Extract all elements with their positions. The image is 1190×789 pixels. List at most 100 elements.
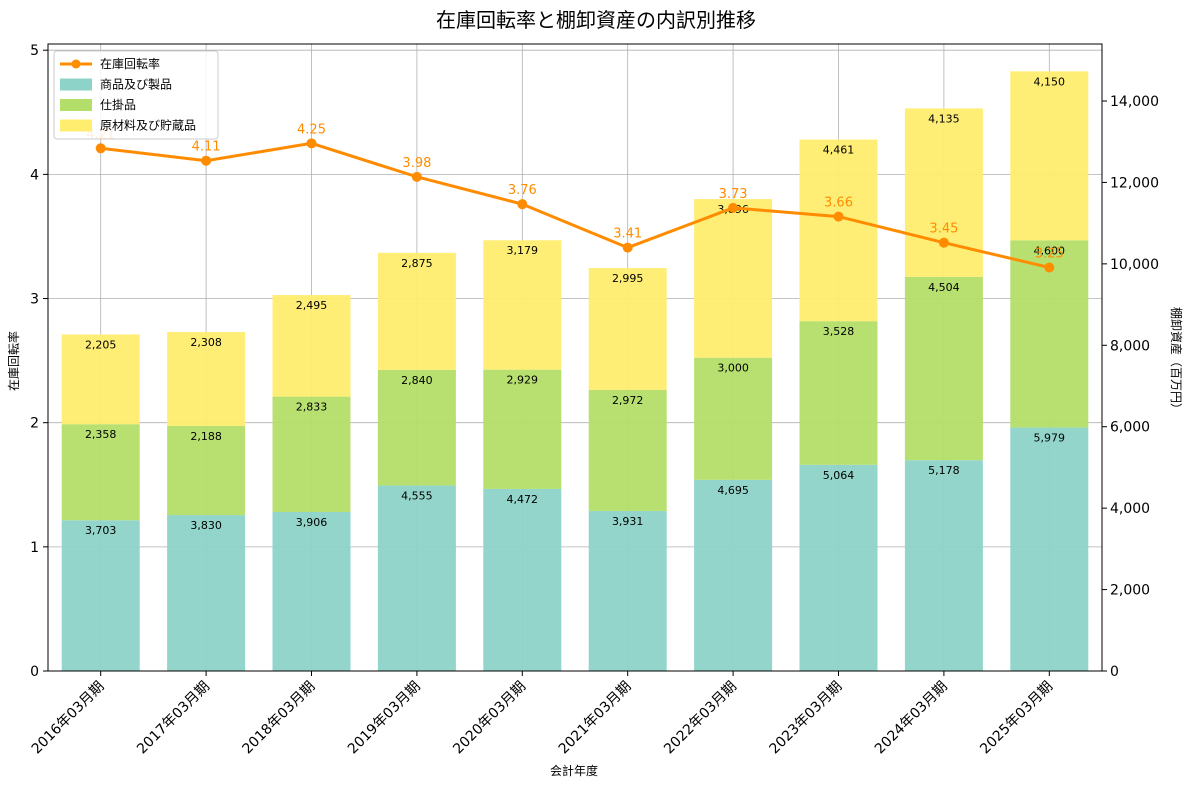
bar-value-label: 5,178 <box>928 464 960 477</box>
turnover-point <box>938 237 949 248</box>
turnover-line-path <box>100 141 1050 269</box>
bar <box>483 369 562 489</box>
turnover-value-label: 3.76 <box>508 183 537 198</box>
x-tick-label: 2023年03月期 <box>767 679 846 758</box>
bar-value-label: 2,995 <box>612 272 644 285</box>
turnover-point <box>517 199 528 210</box>
bar <box>799 321 878 465</box>
bar-value-label: 3,703 <box>85 524 117 537</box>
turnover-point <box>411 171 422 182</box>
x-tick-label: 2018年03月期 <box>240 679 319 758</box>
bar-value-label: 4,600 <box>1034 244 1066 257</box>
legend-swatch <box>60 119 92 132</box>
bar <box>61 520 140 671</box>
turnover-value-label: 4.11 <box>192 140 221 155</box>
y-left-tick-label: 3 <box>30 292 39 308</box>
turnover-point <box>622 242 633 253</box>
bar-value-label: 3,528 <box>823 325 855 338</box>
plot-frame <box>47 43 1103 672</box>
bar-value-label: 2,875 <box>401 257 433 270</box>
bar <box>694 357 773 480</box>
bar <box>377 252 456 370</box>
bar <box>61 424 140 521</box>
x-tick-label: 2024年03月期 <box>872 679 951 758</box>
bar <box>167 515 246 671</box>
bar <box>904 108 983 277</box>
turnover-point <box>306 138 317 149</box>
bar-value-label: 2,358 <box>85 428 117 441</box>
legend-label: 商品及び製品 <box>100 77 172 92</box>
bar-value-label: 3,179 <box>507 244 539 257</box>
bar <box>272 511 351 671</box>
bar <box>167 425 246 516</box>
legend-marker <box>71 59 81 69</box>
bar-value-label: 2,495 <box>296 299 328 312</box>
turnover-point <box>833 211 844 222</box>
x-tick-label: 2019年03月期 <box>345 679 424 758</box>
y-right-tick-label: 10,000 <box>1110 257 1159 273</box>
bar-value-label: 2,205 <box>85 338 117 351</box>
y-axis-right-label: 棚卸資産（百万円） <box>1169 307 1184 415</box>
x-tick-label: 2022年03月期 <box>661 679 740 758</box>
y-left-tick-label: 4 <box>30 167 39 183</box>
turnover-point <box>95 143 106 154</box>
bar-value-label: 5,979 <box>1034 432 1066 445</box>
bar-value-label: 2,929 <box>507 374 539 387</box>
bar-value-label: 4,555 <box>401 490 433 503</box>
y-right-tick-label: 2,000 <box>1110 583 1150 599</box>
y-left-tick-label: 1 <box>30 540 39 556</box>
bar <box>904 460 983 671</box>
y-right-tick-label: 4,000 <box>1110 501 1150 517</box>
bar <box>588 389 667 511</box>
x-tick-label: 2017年03月期 <box>134 679 213 758</box>
bar <box>61 334 140 425</box>
bar-value-label: 4,135 <box>928 112 960 125</box>
bar-value-label: 4,150 <box>1034 75 1066 88</box>
y-right-tick-label: 14,000 <box>1110 94 1159 110</box>
bar <box>694 199 773 358</box>
legend-swatch <box>60 78 92 91</box>
x-axis-label: 会計年度 <box>550 763 598 778</box>
bar-value-label: 3,000 <box>717 362 749 375</box>
bar-labels: 3,703 3,830 3,906 4,555 4,472 3,931 4,695 5,064… <box>85 75 1065 537</box>
legend-label: 原材料及び貯蔵品 <box>100 119 196 133</box>
bar-value-label: 2,833 <box>296 401 328 414</box>
turnover-value-label: 3.41 <box>613 227 642 242</box>
y-right-tick-label: 6,000 <box>1110 420 1150 436</box>
bar <box>377 485 456 671</box>
bar-value-label: 4,461 <box>823 144 855 157</box>
bar <box>167 332 246 426</box>
bar <box>272 396 351 512</box>
bar <box>483 240 562 370</box>
x-tick-label: 2020年03月期 <box>450 679 529 758</box>
turnover-value-label: 3.98 <box>402 156 431 171</box>
bar-value-label: 3,931 <box>612 515 644 528</box>
bar-value-label: 4,472 <box>507 493 539 506</box>
chart-title: 在庫回転率と棚卸資産の内訳別推移 <box>436 8 756 32</box>
y-left-tick-label: 2 <box>30 416 39 432</box>
x-tick-label: 2021年03月期 <box>556 679 635 758</box>
x-tick-label: 2025年03月期 <box>977 679 1056 758</box>
bar-value-label: 2,972 <box>612 394 644 407</box>
bar <box>1010 427 1089 671</box>
legend-box <box>53 50 219 140</box>
bar <box>377 369 456 486</box>
y-right-tick-label: 0 <box>1110 664 1119 680</box>
turnover-value-label: 3.73 <box>719 187 748 202</box>
legend-swatch <box>60 99 92 111</box>
bar-value-label: 3,906 <box>296 516 328 529</box>
bar <box>1010 71 1089 241</box>
y-axis-left-label: 在庫回転率 <box>6 331 21 391</box>
turnover-point <box>728 202 739 213</box>
bar <box>799 139 878 322</box>
y-left-tick-label: 5 <box>30 43 39 59</box>
bar <box>588 510 667 671</box>
bar <box>799 464 878 671</box>
bar-value-label: 5,064 <box>823 469 855 482</box>
legend-label: 在庫回転率 <box>100 56 160 71</box>
x-tick-label: 2016年03月期 <box>29 679 108 758</box>
bar <box>588 268 667 390</box>
bar-value-label: 4,695 <box>717 484 749 497</box>
bar <box>694 479 773 671</box>
